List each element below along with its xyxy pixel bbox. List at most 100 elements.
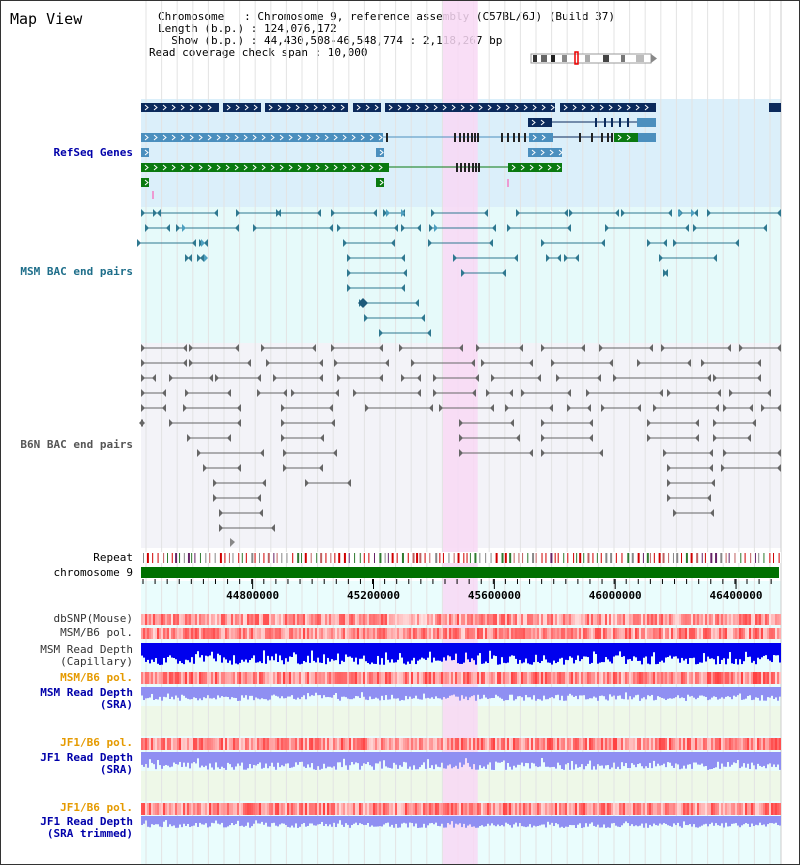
polymorphism-cell bbox=[371, 803, 373, 815]
polymorphism-cell bbox=[143, 672, 145, 684]
polymorphism-cell bbox=[539, 803, 541, 815]
gene-model bbox=[614, 133, 638, 142]
polymorphism-cell bbox=[401, 803, 403, 815]
read-depth-bar bbox=[271, 687, 273, 696]
read-depth-bar bbox=[143, 687, 145, 701]
polymorphism-cell bbox=[607, 614, 609, 625]
repeat-mark bbox=[273, 553, 275, 563]
polymorphism-cell bbox=[589, 738, 591, 750]
polymorphism-cell bbox=[169, 628, 171, 639]
gene-strand-arrow bbox=[279, 164, 284, 171]
polymorphism-cell bbox=[315, 672, 317, 684]
read-depth-bar bbox=[771, 687, 773, 696]
polymorphism-cell bbox=[359, 672, 361, 684]
polymorphism-cell bbox=[243, 628, 245, 639]
polymorphism-cell bbox=[273, 803, 275, 815]
bac-end-marker bbox=[761, 404, 765, 412]
read-depth-bar bbox=[347, 752, 349, 770]
polymorphism-cell bbox=[487, 803, 489, 815]
repeat-mark bbox=[254, 553, 256, 563]
polymorphism-cell bbox=[597, 738, 599, 750]
polymorphism-cell bbox=[349, 803, 351, 815]
read-depth-bar bbox=[213, 816, 215, 824]
polymorphism-cell bbox=[271, 672, 273, 684]
gene-strand-arrow bbox=[144, 104, 149, 111]
polymorphism-cell bbox=[577, 614, 579, 625]
polymorphism-cell bbox=[353, 803, 355, 815]
read-depth-bar bbox=[739, 752, 741, 769]
read-depth-bar bbox=[377, 752, 379, 764]
bac-end-marker bbox=[459, 419, 463, 427]
polymorphism-cell bbox=[455, 628, 457, 639]
read-depth-bar bbox=[479, 816, 481, 827]
repeat-mark bbox=[424, 553, 426, 563]
polymorphism-cell bbox=[397, 672, 399, 684]
read-depth-bar bbox=[395, 643, 397, 663]
polymorphism-cell bbox=[391, 628, 393, 639]
read-depth-bar bbox=[475, 816, 477, 828]
gene-strand-arrow bbox=[469, 104, 474, 111]
read-depth-bar bbox=[307, 752, 309, 765]
polymorphism-cell bbox=[379, 614, 381, 625]
polymorphism-cell bbox=[759, 803, 761, 815]
polymorphism-cell bbox=[479, 803, 481, 815]
read-depth-bar bbox=[169, 816, 171, 825]
read-depth-bar bbox=[209, 816, 211, 827]
read-depth-bar bbox=[485, 643, 487, 662]
polymorphism-cell bbox=[229, 628, 231, 639]
read-depth-bar bbox=[531, 643, 533, 665]
polymorphism-cell bbox=[629, 803, 631, 815]
polymorphism-cell bbox=[731, 738, 733, 750]
polymorphism-cell bbox=[161, 803, 163, 815]
polymorphism-cell bbox=[219, 738, 221, 750]
refseq-genes-label[interactable]: RefSeq Genes bbox=[53, 146, 133, 159]
polymorphism-cell bbox=[345, 614, 347, 625]
read-depth-bar bbox=[601, 643, 603, 663]
read-depth-bar bbox=[583, 816, 585, 828]
polymorphism-cell bbox=[713, 803, 715, 815]
polymorphism-cell bbox=[311, 738, 313, 750]
polymorphism-cell bbox=[487, 672, 489, 684]
polymorphism-cell bbox=[693, 803, 695, 815]
polymorphism-cell bbox=[373, 628, 375, 639]
read-depth-bar bbox=[767, 687, 769, 698]
read-depth-bar bbox=[579, 816, 581, 824]
polymorphism-cell bbox=[631, 672, 633, 684]
polymorphism-cell bbox=[335, 738, 337, 750]
polymorphism-cell bbox=[281, 672, 283, 684]
polymorphism-cell bbox=[649, 672, 651, 684]
bac-end-marker bbox=[507, 224, 511, 232]
read-depth-bar bbox=[529, 687, 531, 698]
read-depth-bar bbox=[163, 816, 165, 822]
polymorphism-cell bbox=[217, 628, 219, 639]
jf1-pol-2-label: JF1/B6 pol. bbox=[60, 801, 133, 814]
polymorphism-cell bbox=[339, 614, 341, 625]
polymorphism-cell bbox=[169, 672, 171, 684]
read-depth-bar bbox=[161, 643, 163, 665]
polymorphism-cell bbox=[407, 738, 409, 750]
polymorphism-cell bbox=[775, 803, 777, 815]
read-depth-bar bbox=[739, 643, 741, 660]
polymorphism-cell bbox=[207, 803, 209, 815]
bac-end-marker bbox=[589, 434, 593, 442]
polymorphism-cell bbox=[277, 803, 279, 815]
polymorphism-cell bbox=[231, 614, 233, 625]
read-depth-bar bbox=[737, 752, 739, 761]
msm-bac-label[interactable]: MSM BAC end pairs bbox=[20, 265, 133, 278]
read-depth-bar bbox=[187, 752, 189, 763]
read-depth-bar bbox=[325, 752, 327, 769]
read-depth-bar bbox=[475, 687, 477, 701]
read-depth-bar bbox=[685, 687, 687, 701]
polymorphism-cell bbox=[363, 628, 365, 639]
read-depth-bar bbox=[413, 816, 415, 827]
b6n-bac-label[interactable]: B6N BAC end pairs bbox=[20, 438, 133, 451]
read-depth-bar bbox=[283, 752, 285, 767]
read-depth-bar bbox=[643, 687, 645, 698]
read-depth-bar bbox=[601, 752, 603, 766]
read-depth-bar bbox=[767, 643, 769, 660]
gene-strand-arrow bbox=[315, 134, 320, 141]
read-depth-bar bbox=[153, 643, 155, 662]
polymorphism-cell bbox=[727, 738, 729, 750]
polymorphism-cell bbox=[191, 672, 193, 684]
